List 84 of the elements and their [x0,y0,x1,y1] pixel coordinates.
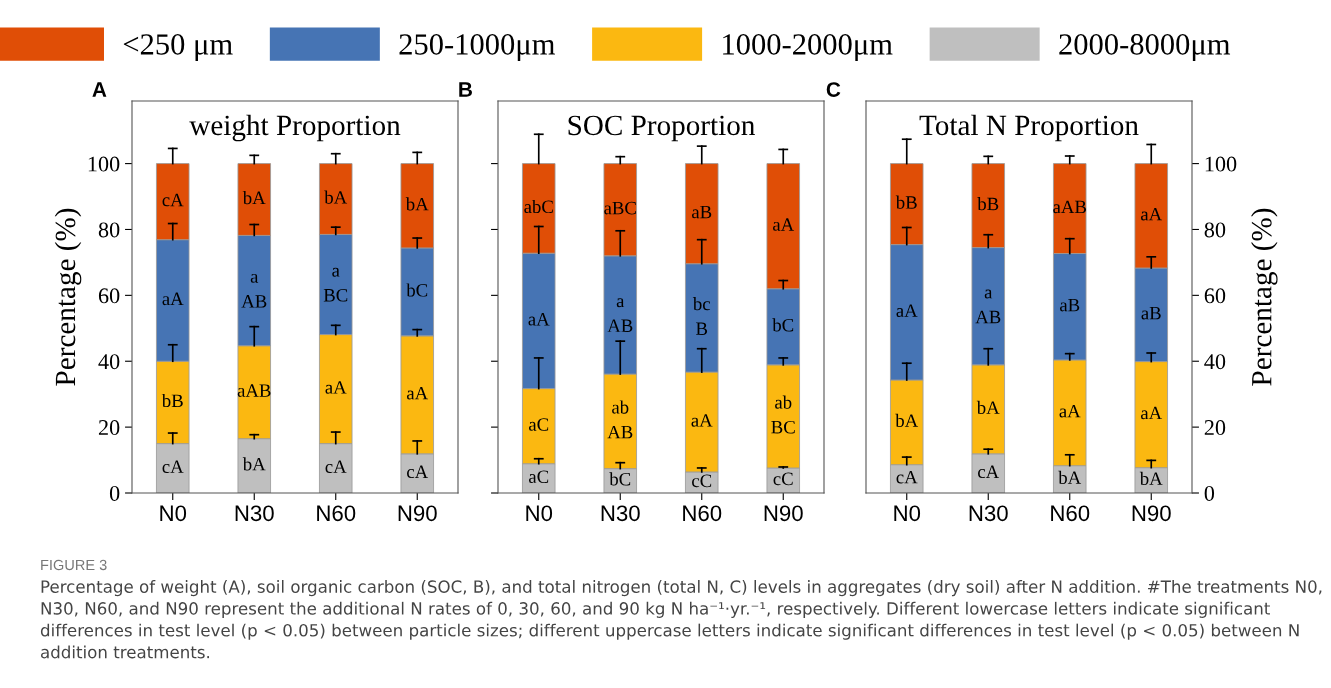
y-tick-label: 40 [98,354,120,370]
data-label: bc B [692,297,711,335]
y2-tick-label: 60 [1204,288,1226,304]
text: A [92,82,107,97]
data-label: aA [406,386,429,400]
data-label: bA [895,413,919,428]
data-label: cA [325,460,347,473]
x-tick-label: N30 [601,505,640,522]
data-label: cC [692,474,712,488]
y-tick-label: 60 [98,288,120,304]
data-label: aA [1059,404,1081,418]
y2-axis-title: Percentage (%) [1251,208,1278,386]
legend-label: 1000-2000μm [723,34,893,61]
y-tick-label: 0 [109,485,120,501]
legend-label: 250-1000μm [399,34,555,61]
data-label: aB [691,205,712,219]
data-label: a AB [241,273,267,308]
x-tick-label: N0 [894,505,921,522]
x-tick-label: N60 [317,505,356,522]
data-label: bB [895,195,917,209]
chart-title: Total N Proportion [919,114,1139,142]
data-label: bA [976,400,1000,415]
data-label: bB [977,197,999,211]
caption: FIGURE 3 [41,559,107,571]
data-label: bB [161,393,183,408]
x-tick-label: N30 [969,505,1008,522]
y-tick-label: 20 [98,420,120,436]
data-label: bA [1058,470,1082,485]
data-label: bC [406,283,428,297]
data-label: bA [242,190,266,205]
y-tick-label: 80 [98,222,120,238]
data-label: cA [407,465,429,479]
text: C [826,82,841,97]
y2-tick-label: 40 [1204,354,1226,370]
data-label: aA [162,292,184,306]
data-label: bA [242,457,266,471]
legend-label: <250 μm [123,34,233,61]
data-label: a AB [975,289,1001,324]
y2-tick-label: 0 [1204,485,1215,501]
data-label: aC [528,470,549,484]
x-tick-label: N30 [235,505,274,522]
data-label: aA [772,218,795,231]
data-label: aA [325,381,347,394]
y2-tick-label: 100 [1205,156,1237,172]
data-label: aA [691,414,713,427]
x-tick-label: N90 [764,505,803,522]
data-label: aBC [604,201,636,215]
y-axis-title: Percentage (%) [54,208,82,386]
x-tick-label: N0 [526,505,553,522]
x-tick-label: N60 [1051,505,1090,522]
y2-tick-label: 20 [1204,420,1226,436]
data-label: aA [1140,406,1163,420]
data-label: cA [162,193,184,207]
data-label: bA [324,190,348,204]
data-label: a BC [323,267,348,302]
data-label: aA [1140,207,1163,221]
data-label: cA [162,460,184,473]
data-label: aA [896,304,918,318]
data-label: bC [609,472,631,486]
text: B [459,82,472,97]
x-tick-label: N60 [683,505,722,522]
data-label: bA [405,197,429,211]
chart-title: weight Proportion [189,114,401,142]
data-label: aA [528,313,550,326]
data-label: cC [773,472,793,486]
data-label: bA [1139,471,1163,486]
data-label: ab AB [607,400,633,439]
text: Percentage of weight (A), soil organic carbon (SOC, B), and total nitrogen (total N, C) levels in aggregates (dry soil) after N addition. #The treatments N0, N30, N60, and N90 represent the additional N rates of 0, 30, 60, and 90 kg N ha⁻¹·yr.⁻¹, respectively. Different lowercase letters indicate significant differences in test level (p < 0.05) between particle sizes; different uppercase letters indicate significant differences in test level (p < 0.05) between N addition treatments. [40,580,1322,659]
y2-tick-label: 80 [1204,222,1226,238]
data-label: cA [978,465,1000,479]
data-label: bC [772,318,794,332]
data-label: aB [1059,298,1080,312]
data-label: ab BC [771,395,795,434]
legend-label: 2000-8000μm [1059,34,1231,61]
data-label: aB [1141,307,1161,320]
data-label: cA [896,470,918,484]
data-label: aC [528,418,549,431]
chart-title: SOC Proportion [568,115,755,142]
y-tick-label: 100 [88,156,120,172]
x-tick-label: N0 [160,505,187,522]
x-tick-label: N90 [1132,505,1171,522]
data-label: abC [524,199,553,214]
x-tick-label: N90 [398,505,437,522]
data-label: a AB [607,298,633,332]
